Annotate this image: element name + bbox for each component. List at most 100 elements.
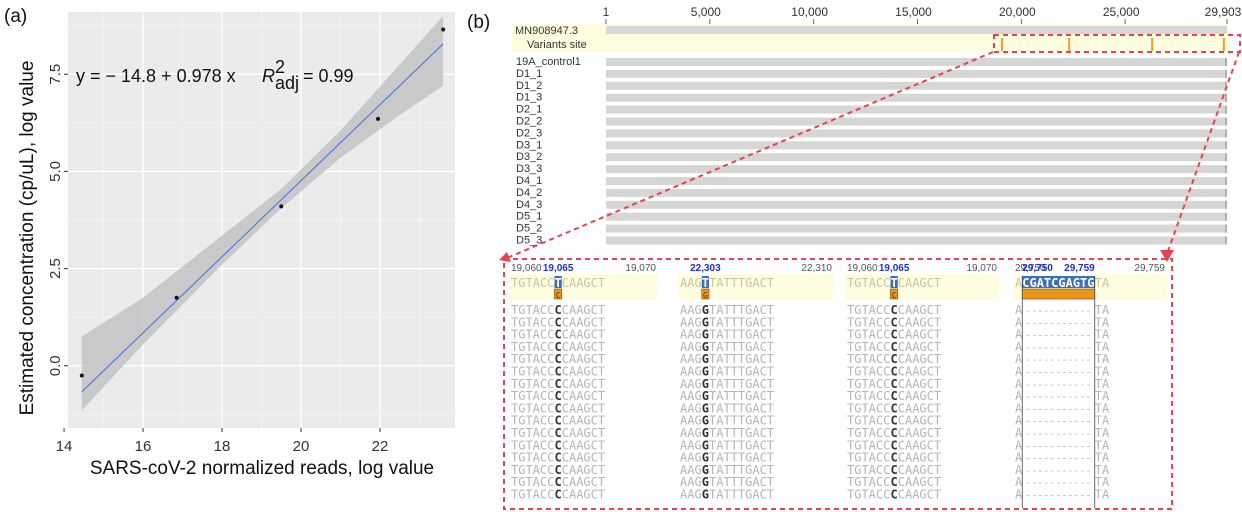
sample-label: D3_3	[516, 163, 542, 175]
read-variant-base: G	[702, 438, 709, 452]
read-sequence-prefix: TGTACC	[847, 315, 890, 329]
read-sequence-suffix: CAAGCT	[562, 340, 605, 354]
read-sequence-prefix: TGTACC	[511, 488, 554, 502]
read-sequence-prefix: A	[1015, 463, 1023, 477]
read-sequence-suffix: TA	[1095, 463, 1110, 477]
read-sequence-suffix: TA	[1095, 389, 1110, 403]
read-sequence-prefix: AAG	[680, 328, 702, 342]
regression-equation: y = − 14.8 + 0.978 x	[76, 66, 236, 86]
read-sequence-prefix: A	[1015, 365, 1023, 379]
zoom-callout	[499, 34, 1241, 510]
confidence-band	[81, 15, 444, 411]
read-sequence-prefix: AAG	[680, 401, 702, 415]
read-deletion: -----------	[1025, 392, 1091, 403]
read-sequence-suffix: TATTTGACT	[709, 463, 774, 477]
read-sequence-suffix: CAAGCT	[562, 438, 605, 452]
read-variant-base: G	[702, 315, 709, 329]
data-points	[79, 27, 446, 378]
sample-label: D4_2	[516, 187, 542, 199]
read-sequence-suffix: CAAGCT	[562, 463, 605, 477]
sample-tracks: 19A_control1D1_1D1_2D1_3D2_1D2_2D2_3D3_1…	[516, 56, 1227, 247]
read-sequence-suffix: CAAGCT	[898, 488, 941, 502]
read-sequence-prefix: TGTACC	[511, 414, 554, 428]
y-axis-ticks: 0.0 2.5 5.0 7.5	[47, 64, 68, 376]
read-sequence-prefix: TGTACC	[511, 377, 554, 391]
read-variant-base: C	[555, 426, 562, 440]
read-sequence-suffix: CAAGCT	[562, 389, 605, 403]
read-sequence-prefix: TGTACC	[511, 389, 554, 403]
read-sequence-prefix: A	[1015, 488, 1023, 502]
reference-sequence-suffix: TA	[1095, 276, 1110, 290]
read-sequence-prefix: AAG	[680, 389, 702, 403]
reference-variant-base: CGATCGAGTG	[1022, 276, 1094, 290]
read-sequence-suffix: TATTTGACT	[709, 488, 774, 502]
sample-label: D1_2	[516, 80, 542, 92]
y-tick-label: 0.0	[47, 355, 64, 376]
read-variant-base: C	[555, 315, 562, 329]
read-variant-base: C	[555, 451, 562, 465]
position-label-highlight: 29,759	[1064, 263, 1095, 274]
r2-symbol: R	[262, 66, 275, 86]
ruler-tick-label: 25,000	[1103, 5, 1140, 19]
read-variant-base: C	[891, 475, 898, 489]
sample-track	[606, 117, 1227, 126]
variants-site-label: Variants site	[527, 39, 587, 51]
read-sequence-suffix: CAAGCT	[898, 340, 941, 354]
data-point	[441, 27, 446, 32]
reference-band	[845, 274, 999, 300]
position-label: 29,759	[1134, 263, 1165, 274]
read-sequence-prefix: AAG	[680, 475, 702, 489]
read-sequence-suffix: TATTTGACT	[709, 303, 774, 317]
sample-track	[606, 165, 1227, 174]
read-sequence-prefix: TGTACC	[511, 340, 554, 354]
r2-subscript: adj	[275, 73, 299, 93]
reference-variant-base: T	[702, 276, 709, 290]
data-point	[279, 204, 284, 209]
read-sequence-suffix: TA	[1095, 315, 1110, 329]
read-sequence-suffix: CAAGCT	[898, 377, 941, 391]
read-deletion: -----------	[1025, 478, 1091, 489]
read-sequence-suffix: TATTTGACT	[709, 328, 774, 342]
read-sequence-prefix: AAG	[680, 451, 702, 465]
read-sequence-prefix: TGTACC	[511, 303, 554, 317]
sample-track	[606, 188, 1227, 197]
read-sequence-prefix: TGTACC	[847, 328, 890, 342]
read-variant-base: G	[702, 352, 709, 366]
reference-sequence-prefix: TGTACC	[511, 276, 554, 290]
read-sequence-suffix: TATTTGACT	[709, 426, 774, 440]
read-variant-base: C	[891, 389, 898, 403]
read-sequence-suffix: TA	[1095, 401, 1110, 415]
sample-track	[606, 81, 1227, 90]
read-sequence-prefix: TGTACC	[847, 488, 890, 502]
read-sequence-prefix: TGTACC	[511, 426, 554, 440]
read-sequence-prefix: TGTACC	[511, 451, 554, 465]
read-variant-base: C	[555, 475, 562, 489]
x-tick-label: 20	[293, 438, 310, 455]
read-sequence-prefix: A	[1015, 377, 1023, 391]
read-sequence-prefix: AAG	[680, 426, 702, 440]
read-sequence-prefix: TGTACC	[847, 475, 890, 489]
read-sequence-prefix: A	[1015, 315, 1023, 329]
position-label: 19,070	[625, 263, 656, 274]
read-sequence-prefix: AAG	[680, 488, 702, 502]
reference-variant-highlight	[701, 276, 709, 288]
y-axis-title: Estimated concentration (cp/uL), log val…	[17, 61, 38, 416]
read-variant-base: G	[702, 377, 709, 391]
sample-track	[606, 93, 1227, 102]
read-sequence-prefix: TGTACC	[847, 365, 890, 379]
read-sequence-prefix: A	[1015, 438, 1023, 452]
read-variant-base: C	[891, 315, 898, 329]
read-variant-base: C	[555, 303, 562, 317]
read-deletion: -----------	[1025, 318, 1091, 329]
read-sequence-suffix: TATTTGACT	[709, 414, 774, 428]
alt-allele-base: C	[892, 291, 897, 300]
zoom-detail-box	[503, 258, 1173, 510]
sample-track	[606, 177, 1227, 185]
sample-track	[606, 69, 1227, 78]
read-sequence-suffix: TA	[1095, 352, 1110, 366]
variant-site-marks	[1000, 38, 1225, 51]
read-sequence-prefix: TGTACC	[847, 352, 890, 366]
